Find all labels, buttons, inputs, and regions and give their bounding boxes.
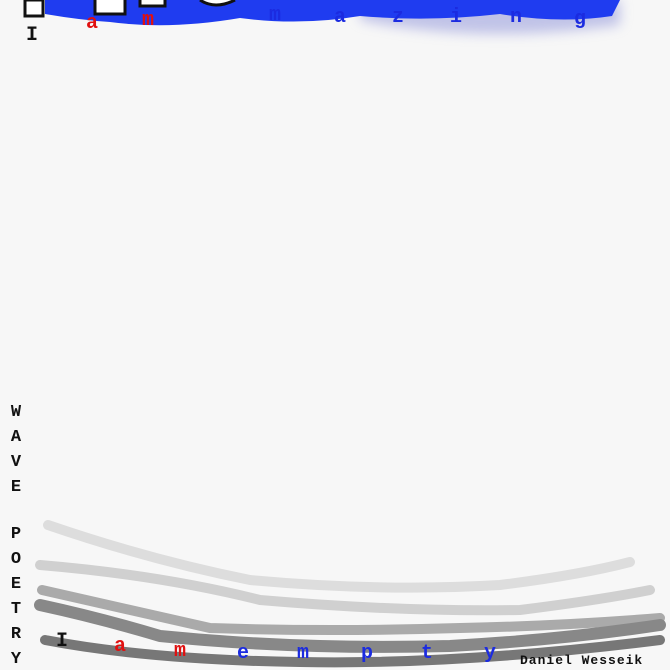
- letter: V: [11, 453, 22, 472]
- letter: z: [392, 6, 404, 29]
- letter: T: [11, 600, 21, 619]
- box-shape: [23, 0, 45, 18]
- letter: W: [11, 403, 22, 422]
- letter: m: [142, 9, 154, 32]
- letter: a: [334, 6, 346, 29]
- letter: t: [421, 642, 433, 665]
- letter: y: [484, 642, 496, 665]
- signature: Daniel Wesseik: [520, 653, 643, 668]
- gray-waves: [34, 520, 666, 668]
- letter: m: [269, 4, 281, 27]
- letter: I: [56, 630, 68, 653]
- letter: a: [86, 12, 98, 35]
- letter: R: [11, 625, 22, 644]
- letter: Y: [11, 650, 22, 669]
- letter: O: [11, 550, 21, 569]
- blue-wave: [45, 0, 620, 26]
- letter: a: [114, 635, 126, 658]
- letter: I: [26, 24, 38, 47]
- letter: e: [237, 642, 249, 665]
- letter: g: [574, 8, 586, 31]
- letter: m: [297, 642, 309, 665]
- letter: i: [450, 6, 462, 29]
- letter: n: [510, 6, 522, 29]
- letter: A: [11, 428, 22, 447]
- side-title: W A V E P O E T R Y: [11, 403, 22, 669]
- letter: P: [11, 525, 21, 544]
- letter: E: [11, 575, 21, 594]
- letter: p: [361, 642, 373, 665]
- dark-shapes: [93, 0, 236, 16]
- letter: E: [11, 478, 21, 497]
- letter: m: [174, 640, 186, 663]
